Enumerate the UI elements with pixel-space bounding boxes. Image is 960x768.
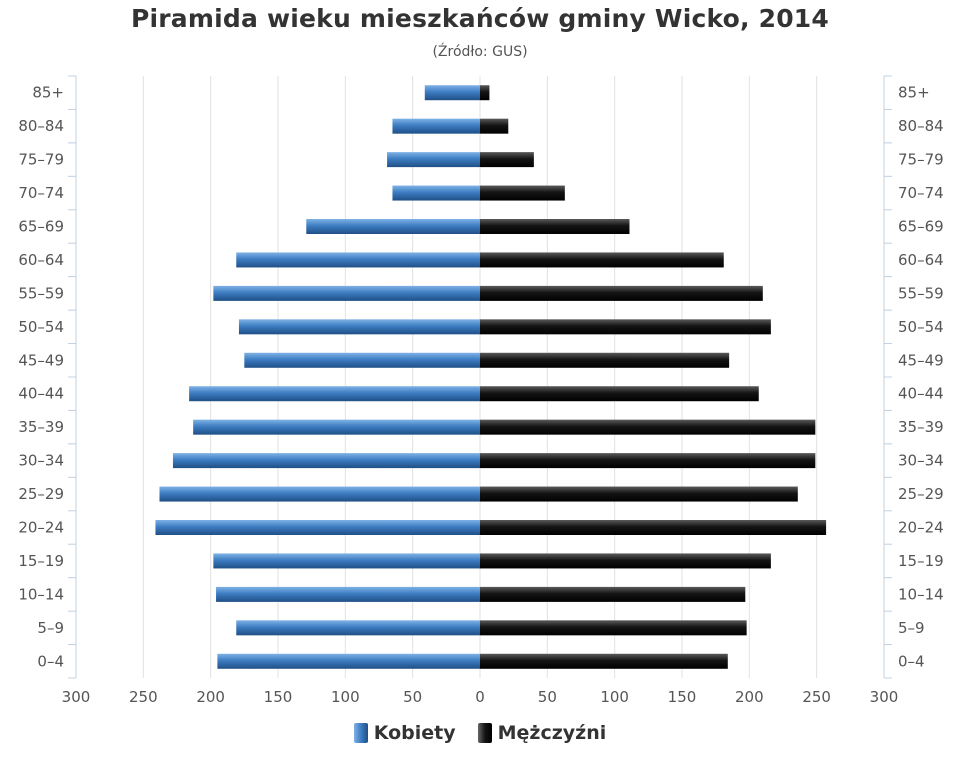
category-label-left-14: 15–19: [18, 552, 64, 570]
bar-women-16: [236, 620, 480, 636]
category-label-left-1: 80–84: [18, 117, 64, 135]
category-label-right-0: 85+: [898, 84, 930, 102]
category-label-left-2: 75–79: [18, 151, 64, 169]
x-tick-label-12: 300: [870, 688, 899, 706]
bar-women-10: [193, 419, 480, 435]
legend-label-men: Mężczyźni: [497, 722, 607, 744]
category-label-right-2: 75–79: [898, 151, 944, 169]
category-label-right-13: 20–24: [898, 519, 944, 537]
x-tick-label-0: 300: [62, 688, 91, 706]
x-tick-label-5: 50: [403, 688, 422, 706]
bars: [155, 85, 827, 669]
category-label-right-12: 25–29: [898, 485, 944, 503]
category-label-right-10: 35–39: [898, 418, 944, 436]
bar-men-2: [480, 152, 534, 168]
chart-subtitle: (Źródło: GUS): [432, 44, 528, 60]
bar-men-0: [480, 85, 490, 101]
bar-women-3: [392, 185, 480, 201]
category-label-right-3: 70–74: [898, 184, 944, 202]
category-label-left-5: 60–64: [18, 251, 64, 269]
bar-men-17: [480, 653, 728, 669]
bar-women-2: [387, 152, 480, 168]
bar-women-7: [238, 319, 480, 335]
category-label-left-8: 45–49: [18, 351, 64, 369]
x-tick-label-7: 50: [538, 688, 557, 706]
bar-men-8: [480, 352, 730, 368]
x-tick-label-4: 100: [331, 688, 360, 706]
category-label-left-16: 5–9: [37, 619, 64, 637]
bar-men-13: [480, 520, 827, 535]
category-label-right-5: 60–64: [898, 251, 944, 269]
x-tick-label-8: 100: [600, 688, 629, 706]
x-tick-label-6: 0: [475, 688, 485, 706]
bar-men-7: [480, 319, 771, 335]
category-label-left-9: 40–44: [18, 385, 64, 403]
bar-men-14: [480, 553, 771, 569]
legend: Kobiety Mężczyźni: [0, 722, 960, 744]
category-label-left-15: 10–14: [18, 585, 64, 603]
bar-women-6: [213, 285, 481, 301]
bar-women-14: [213, 553, 481, 569]
category-label-right-7: 50–54: [898, 318, 944, 336]
x-tick-label-3: 150: [264, 688, 293, 706]
category-label-right-1: 80–84: [898, 117, 944, 135]
legend-swatch-men: [477, 723, 492, 743]
category-label-left-4: 65–69: [18, 218, 64, 236]
bar-men-1: [480, 118, 509, 134]
grid-lines: [142, 76, 818, 678]
x-tick-label-9: 150: [668, 688, 697, 706]
chart-title: Piramida wieku mieszkańców gminy Wicko, …: [130, 4, 829, 33]
category-label-right-16: 5–9: [898, 619, 925, 637]
bar-men-12: [480, 486, 798, 502]
bar-men-10: [480, 419, 816, 435]
bar-men-11: [480, 453, 816, 469]
bar-women-11: [172, 453, 480, 469]
category-label-left-3: 70–74: [18, 184, 64, 202]
bar-men-15: [480, 586, 746, 602]
bar-men-4: [480, 219, 630, 234]
category-label-left-10: 35–39: [18, 418, 64, 436]
bar-women-1: [392, 118, 480, 134]
category-label-right-15: 10–14: [898, 585, 944, 603]
bar-women-17: [217, 653, 480, 669]
category-label-right-8: 45–49: [898, 351, 944, 369]
category-label-right-11: 30–34: [898, 452, 944, 470]
bar-women-12: [159, 486, 480, 502]
category-label-right-14: 15–19: [898, 552, 944, 570]
category-label-left-12: 25–29: [18, 485, 64, 503]
category-label-left-11: 30–34: [18, 452, 64, 470]
bar-men-5: [480, 252, 724, 268]
category-label-right-6: 55–59: [898, 284, 944, 302]
category-label-right-4: 65–69: [898, 218, 944, 236]
bar-women-0: [424, 85, 480, 101]
x-tick-label-2: 200: [196, 688, 225, 706]
bar-women-5: [236, 252, 480, 268]
x-tick-label-10: 200: [735, 688, 764, 706]
axes: 85+ 85+ 80–84 80–84 75–79 75–79 70–74 70–74 65–6…: [18, 75, 944, 706]
bar-men-6: [480, 285, 763, 301]
category-label-left-7: 50–54: [18, 318, 64, 336]
population-pyramid-chart: 85+ 85+ 80–84 80–84 75–79 75–79 70–74 70–74 65–6…: [18, 75, 944, 706]
bar-women-13: [155, 520, 480, 535]
bar-women-8: [244, 352, 480, 368]
x-tick-label-1: 250: [129, 688, 158, 706]
bar-women-15: [216, 586, 480, 602]
category-label-right-17: 0–4: [898, 652, 925, 670]
category-label-left-17: 0–4: [37, 652, 64, 670]
legend-item-women[interactable]: Kobiety: [353, 722, 456, 744]
legend-item-men[interactable]: Mężczyźni: [477, 722, 607, 744]
bar-women-9: [189, 386, 480, 402]
category-label-left-0: 85+: [32, 84, 64, 102]
legend-label-women: Kobiety: [373, 722, 456, 744]
bar-women-4: [306, 219, 480, 234]
category-label-left-13: 20–24: [18, 519, 64, 537]
bar-men-3: [480, 185, 565, 201]
x-tick-label-11: 250: [802, 688, 831, 706]
legend-swatch-women: [353, 723, 368, 743]
bar-men-9: [480, 386, 759, 402]
category-label-left-6: 55–59: [18, 284, 64, 302]
category-label-right-9: 40–44: [898, 385, 944, 403]
bar-men-16: [480, 620, 747, 636]
